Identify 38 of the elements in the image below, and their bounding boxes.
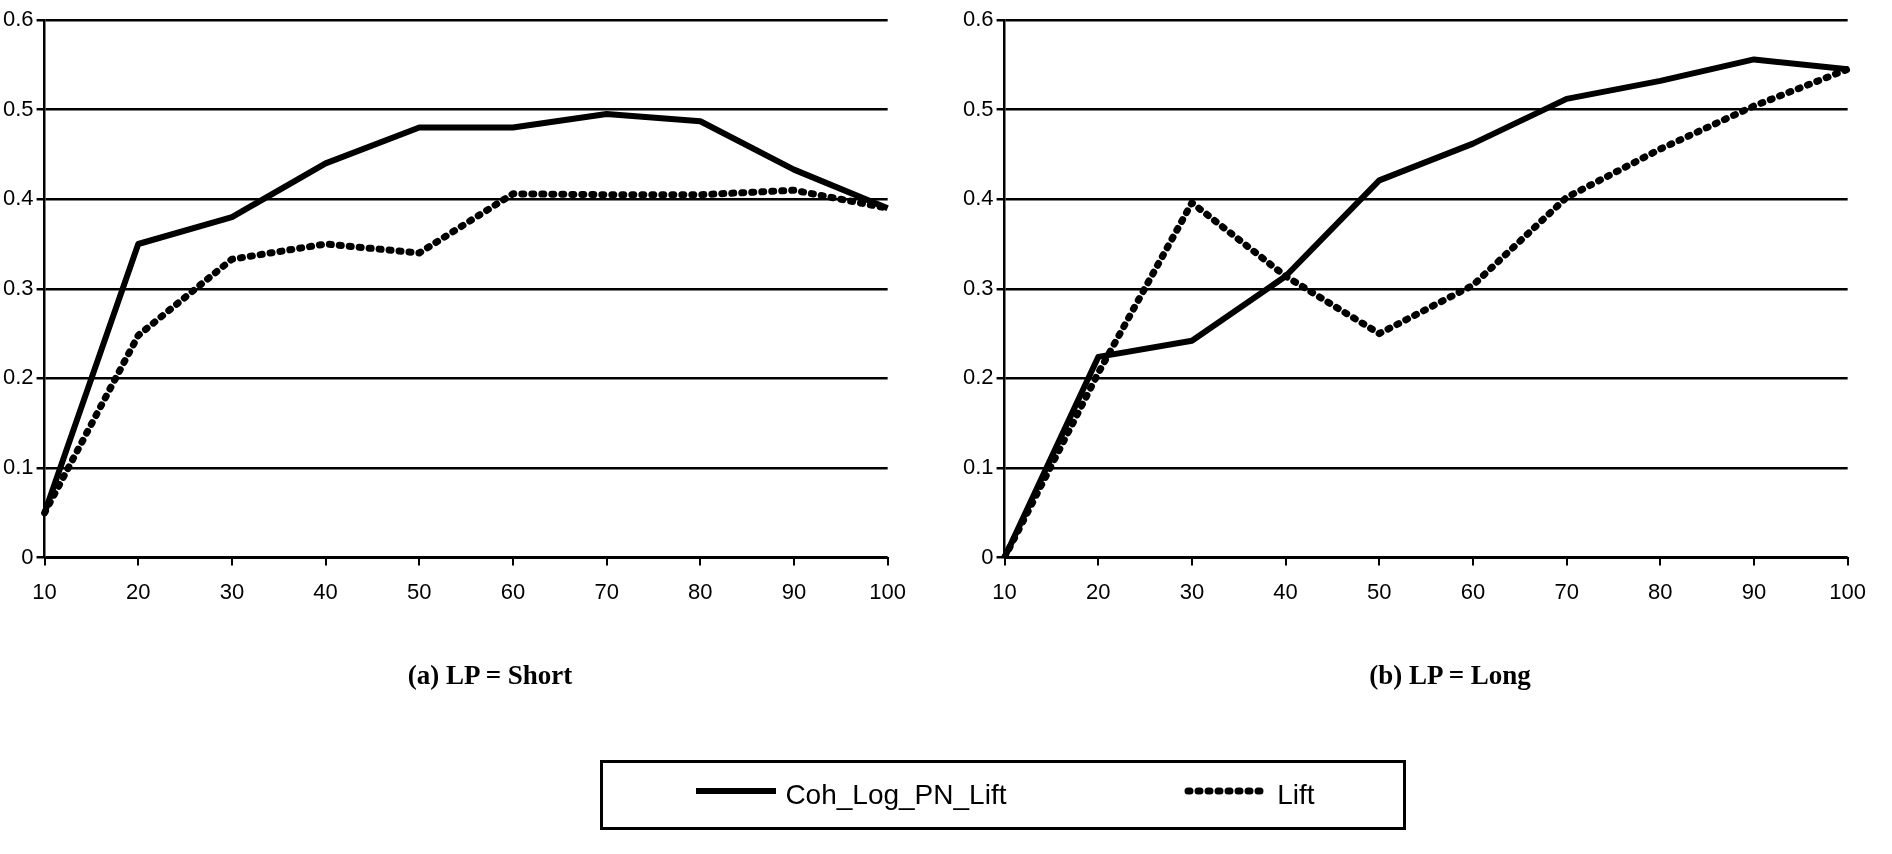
x-tick-label: 60 [1460,578,1486,604]
y-tick-label: 0.5 [962,95,994,121]
x-tick-label: 20 [1086,578,1111,604]
y-tick-label: 0.2 [2,364,34,390]
x-tick-label: 70 [1554,578,1579,604]
y-tick-label: 0 [21,543,34,569]
x-tick-label: 90 [781,578,807,604]
y-tick-label: 0 [981,543,994,569]
legend-label: Lift [1277,779,1315,811]
y-tick-label: 0.6 [2,6,34,32]
x-tick-label: 40 [313,578,338,604]
text: (a) LP = Short [406,660,574,691]
x-tick-label: 30 [219,578,245,604]
text: (b) LP = Long [1368,660,1532,691]
y-tick-label: 0.4 [962,185,994,211]
y-tick-label: 0.1 [962,454,994,480]
x-tick-label: 90 [1741,578,1767,604]
y-tick-label: 0.6 [962,6,994,32]
y-tick-label: 0.3 [2,274,34,300]
x-tick-label: 80 [1648,578,1673,604]
x-tick-label: 80 [688,578,713,604]
x-tick-label: 70 [594,578,619,604]
x-tick-label: 30 [1179,578,1205,604]
y-tick-label: 0.3 [962,274,994,300]
x-tick-label: 40 [1273,578,1298,604]
y-tick-label: 0.5 [2,95,34,121]
y-tick-label: 0.4 [2,185,34,211]
x-tick-label: 100 [1829,578,1867,604]
x-tick-label: 100 [869,578,907,604]
y-tick-label: 0.2 [962,364,994,390]
legend-label: Coh_Log_PN_Lift [785,779,1007,811]
y-tick-label: 0.1 [2,454,34,480]
x-tick-label: 50 [1367,578,1392,604]
x-tick-label: 60 [500,578,526,604]
x-tick-label: 10 [32,578,57,604]
x-tick-label: 10 [992,578,1017,604]
x-tick-label: 20 [126,578,151,604]
x-tick-label: 50 [407,578,432,604]
